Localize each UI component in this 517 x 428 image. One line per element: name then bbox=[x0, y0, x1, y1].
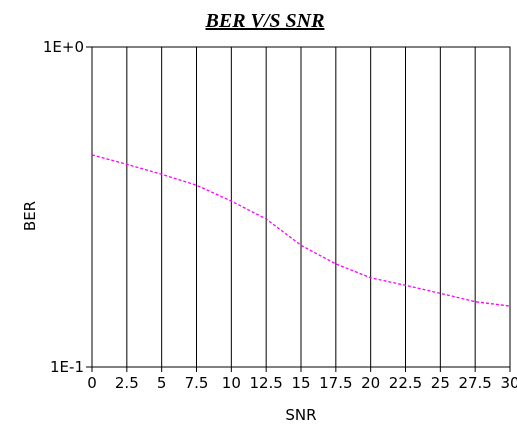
x-tick-label: 25 bbox=[431, 374, 450, 392]
y-tick-label: 1E+0 bbox=[43, 38, 84, 56]
x-tick-label: 20 bbox=[361, 374, 380, 392]
x-tick-label: 0 bbox=[87, 374, 97, 392]
x-tick-label: 30 bbox=[500, 374, 517, 392]
x-tick-label: 5 bbox=[157, 374, 167, 392]
x-tick-label: 10 bbox=[222, 374, 241, 392]
x-axis-ticks: 0 2.5 5 7.5 10 12.5 15 17.5 20 22.5 25 27.5 30 bbox=[87, 367, 517, 392]
y-tick-label: 1E-1 bbox=[50, 358, 84, 376]
x-tick-label: 15 bbox=[291, 374, 310, 392]
y-axis-label: BER bbox=[21, 201, 39, 231]
x-axis-label: SNR bbox=[285, 406, 316, 424]
ber-series-line bbox=[91, 154, 511, 307]
x-tick-label: 17.5 bbox=[319, 374, 352, 392]
chart-title: BER V/S SNR bbox=[205, 10, 325, 32]
grid-lines bbox=[126, 47, 476, 367]
x-tick-label: 27.5 bbox=[458, 374, 491, 392]
series-layer bbox=[91, 154, 511, 307]
x-tick-label: 12.5 bbox=[249, 374, 282, 392]
y-axis-ticks: 1E-1 1E+0 bbox=[43, 38, 92, 376]
x-tick-label: 7.5 bbox=[185, 374, 209, 392]
x-tick-label: 22.5 bbox=[389, 374, 422, 392]
x-tick-label: 2.5 bbox=[115, 374, 139, 392]
